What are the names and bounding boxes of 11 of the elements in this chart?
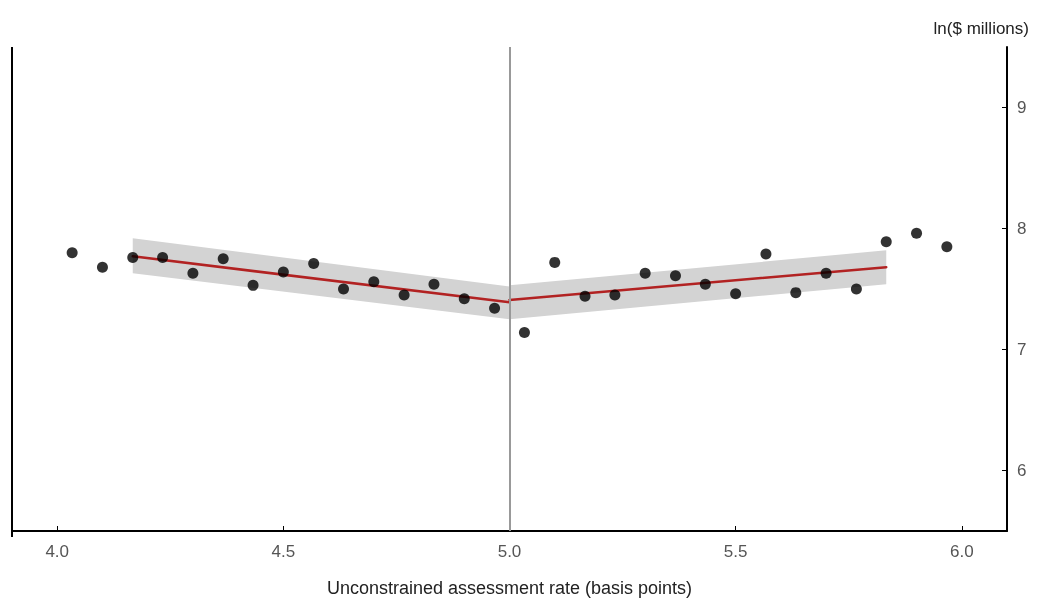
- y-tick-label: 6: [1017, 461, 1027, 480]
- x-tick-label: 4.0: [45, 542, 70, 561]
- y-tick-label: 7: [1017, 340, 1027, 359]
- x-tick-label: 4.5: [271, 542, 296, 561]
- y-axis-title: ln($ millions): [933, 19, 1029, 38]
- y-tick-label: 9: [1017, 98, 1027, 117]
- x-tick-label: 5.5: [723, 542, 748, 561]
- x-tick-label: 5.0: [497, 542, 522, 561]
- y-tick-label: 8: [1017, 219, 1027, 238]
- x-axis-title: Unconstrained assessment rate (basis points): [326, 578, 693, 598]
- x-tick-label: 6.0: [949, 542, 974, 561]
